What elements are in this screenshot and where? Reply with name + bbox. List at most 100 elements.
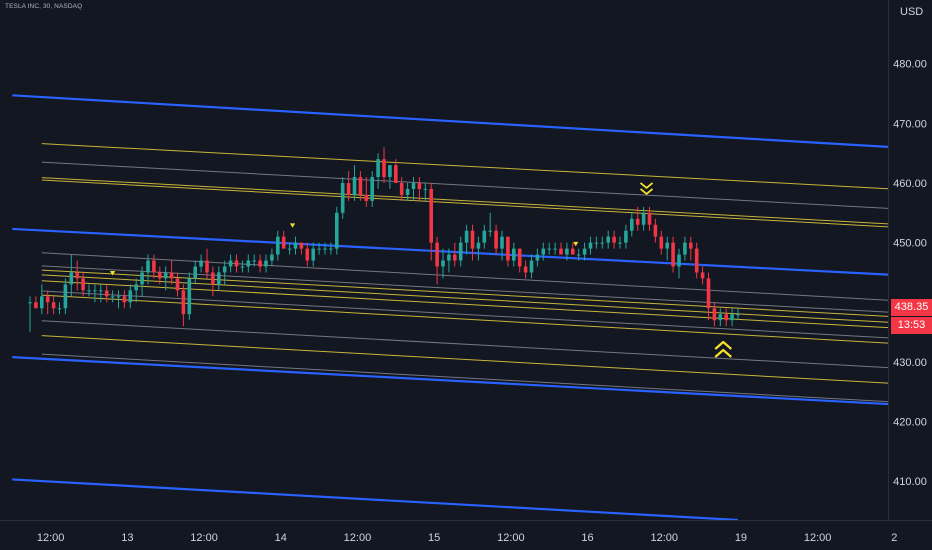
candle (93, 284, 97, 303)
candle (482, 224, 487, 249)
candle (512, 242, 516, 267)
candle (635, 206, 640, 231)
channel-line-gray (41, 161, 888, 209)
candle-body (706, 278, 711, 309)
candle-body (228, 260, 233, 267)
candle-body (394, 165, 398, 183)
candle (677, 248, 681, 279)
candle-body (600, 242, 605, 244)
candle (576, 248, 581, 261)
candle (529, 254, 534, 279)
candle-body (187, 278, 192, 315)
candle (405, 182, 410, 201)
candle (700, 266, 705, 285)
candle-body (234, 260, 239, 267)
candle-body (199, 260, 203, 267)
candle (659, 230, 664, 255)
x-tick-label: 14 (275, 532, 287, 544)
candle (494, 224, 498, 255)
candle (193, 260, 197, 285)
candle (270, 248, 274, 267)
candle (417, 177, 422, 201)
candle (352, 165, 357, 201)
bar-countdown-label: 13:53 (891, 317, 932, 334)
channel-line-yellow (41, 177, 888, 225)
candle-body (246, 260, 251, 267)
x-tick-label: 19 (735, 532, 747, 544)
candle-body (647, 212, 652, 225)
candle (329, 242, 333, 255)
candle (736, 308, 740, 321)
candle (163, 266, 168, 291)
candle-body (34, 302, 38, 309)
candle-body (700, 272, 705, 279)
candle-body (399, 182, 404, 195)
candle (40, 284, 44, 315)
candle-body (87, 290, 91, 292)
candle-body (635, 218, 640, 225)
candle-body (370, 177, 374, 201)
candle (323, 242, 327, 255)
x-tick-label: 12:00 (190, 532, 218, 544)
chevron-stroke (639, 182, 654, 189)
candle (370, 171, 374, 207)
candle-body (175, 278, 180, 291)
candle-body (547, 248, 551, 250)
candle-body (429, 188, 433, 243)
candle-body (116, 296, 121, 298)
candle (565, 242, 569, 261)
candle-body (152, 260, 156, 273)
candle (612, 230, 616, 249)
candle (388, 165, 392, 189)
candle-body (329, 248, 333, 250)
candle (175, 272, 180, 297)
candle (588, 236, 593, 255)
candle (358, 171, 363, 201)
candle (582, 242, 587, 261)
y-tick-label: 480.00 (893, 59, 927, 71)
candle (317, 242, 321, 255)
candle-body (683, 242, 687, 255)
candle-body (476, 242, 481, 249)
candle-body (576, 254, 581, 256)
candle (134, 278, 138, 303)
candle (28, 296, 32, 333)
candle-body (665, 242, 669, 249)
candle-body (57, 308, 62, 310)
candle-body (317, 248, 321, 250)
candle (346, 171, 351, 201)
candle-body (81, 278, 85, 291)
candle-body (653, 224, 658, 237)
candle-body (276, 236, 280, 255)
candle-body (45, 296, 50, 303)
candle (429, 182, 433, 261)
candle-body (494, 230, 498, 249)
candle (435, 236, 439, 285)
last-price-label: 438.35 (891, 299, 932, 316)
candle-body (488, 230, 492, 232)
candle (594, 236, 599, 249)
candle-body (217, 272, 221, 285)
candle (724, 308, 728, 327)
currency-label: USD (900, 6, 924, 18)
candle-body (423, 188, 428, 190)
candle (541, 242, 546, 261)
candle-body (677, 254, 681, 267)
candle (618, 236, 622, 249)
candle-body (335, 212, 339, 249)
candle-body (99, 290, 103, 292)
candle (571, 242, 575, 255)
candle (205, 248, 209, 279)
candle-body (40, 296, 44, 309)
channel-line-gray (41, 290, 888, 339)
candle (146, 254, 150, 285)
candle (382, 147, 386, 183)
candle-body (104, 290, 109, 297)
candle (45, 290, 50, 315)
candle-body (270, 254, 274, 261)
candle-body (140, 272, 144, 285)
candle-body (606, 236, 610, 243)
